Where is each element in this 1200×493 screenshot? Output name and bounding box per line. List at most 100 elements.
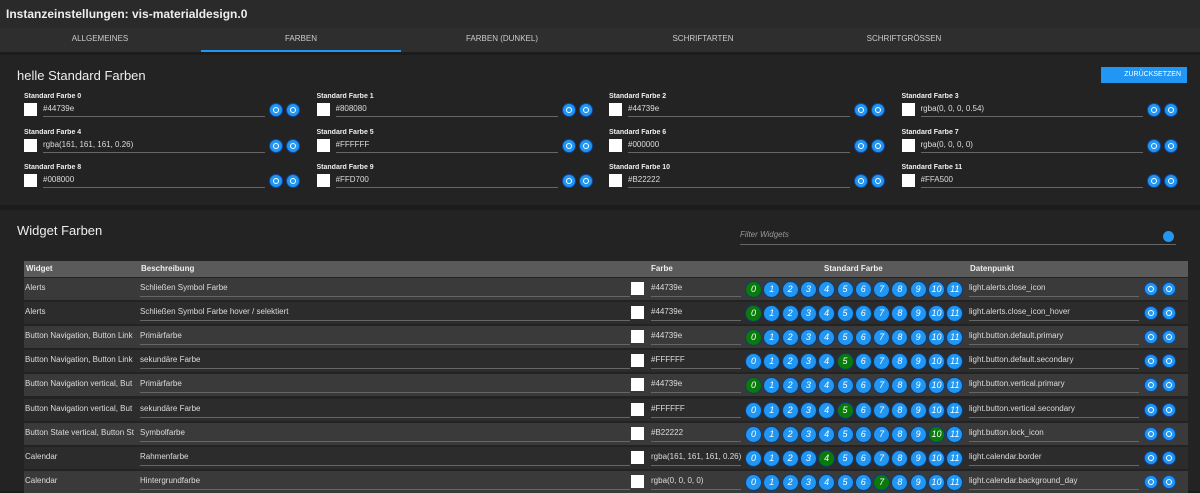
info-icon-button[interactable] bbox=[1162, 282, 1176, 296]
color-cell[interactable]: #FFFFFF bbox=[651, 404, 741, 418]
reset-button[interactable]: ZURÜCKSETZEN bbox=[1101, 67, 1187, 83]
standard-color-button[interactable]: 11 bbox=[946, 305, 964, 323]
standard-color-button[interactable]: 2 bbox=[781, 281, 799, 298]
info-icon-button[interactable] bbox=[1163, 138, 1178, 153]
color-value[interactable]: #008000 bbox=[43, 173, 265, 188]
standard-color-button[interactable]: 4 bbox=[818, 401, 836, 419]
standard-color-button[interactable]: 5 bbox=[836, 425, 854, 443]
standard-color-button[interactable]: 9 bbox=[909, 305, 927, 323]
color-swatch[interactable] bbox=[631, 282, 644, 295]
color-cell[interactable]: rgba(0, 0, 0, 0) bbox=[651, 476, 741, 490]
tab[interactable]: SCHRIFTARTEN bbox=[672, 34, 734, 43]
tab[interactable]: FARBEN bbox=[201, 28, 401, 52]
standard-color-button[interactable]: 11 bbox=[946, 449, 964, 467]
material-icon-button[interactable] bbox=[269, 138, 283, 153]
color-swatch[interactable] bbox=[901, 138, 915, 152]
color-swatch[interactable] bbox=[316, 103, 330, 116]
standard-color-button[interactable]: 3 bbox=[799, 329, 817, 347]
standard-color-button[interactable]: 7 bbox=[873, 449, 891, 467]
color-value[interactable]: #FFFFFF bbox=[335, 138, 558, 153]
info-icon-button[interactable] bbox=[578, 103, 593, 117]
info-icon-button[interactable] bbox=[286, 103, 300, 117]
material-icon-button[interactable] bbox=[854, 103, 868, 117]
standard-color-button[interactable]: 0 bbox=[745, 401, 762, 419]
standard-color-button[interactable]: 9 bbox=[909, 473, 927, 491]
info-icon-button[interactable] bbox=[1162, 402, 1176, 417]
standard-color-button[interactable]: 4 bbox=[818, 377, 836, 395]
standard-color-button[interactable]: 7 bbox=[873, 473, 891, 491]
standard-color-button[interactable]: 8 bbox=[891, 473, 909, 491]
info-icon-button[interactable] bbox=[1162, 354, 1176, 369]
color-cell[interactable]: #44739e bbox=[651, 379, 741, 394]
standard-color-button[interactable]: 9 bbox=[909, 401, 927, 419]
material-icon-button[interactable] bbox=[1144, 282, 1158, 296]
standard-color-button[interactable]: 0 bbox=[745, 305, 762, 323]
standard-color-button[interactable]: 11 bbox=[946, 377, 964, 395]
color-swatch[interactable] bbox=[316, 138, 330, 152]
standard-color-button[interactable]: 3 bbox=[799, 377, 817, 395]
info-icon-button[interactable] bbox=[578, 174, 593, 188]
standard-color-button[interactable]: 3 bbox=[799, 449, 817, 467]
standard-color-button[interactable]: 10 bbox=[928, 473, 945, 491]
standard-color-button[interactable]: 1 bbox=[763, 305, 781, 323]
standard-color-button[interactable]: 9 bbox=[909, 281, 927, 298]
standard-color-button[interactable]: 8 bbox=[891, 329, 909, 347]
standard-color-button[interactable]: 5 bbox=[836, 449, 854, 467]
standard-color-button[interactable]: 3 bbox=[799, 473, 817, 491]
standard-color-button[interactable]: 6 bbox=[854, 329, 872, 347]
color-value[interactable]: rgba(0, 0, 0, 0.54) bbox=[920, 102, 1143, 117]
standard-color-button[interactable]: 2 bbox=[781, 353, 799, 371]
standard-color-button[interactable]: 1 bbox=[763, 473, 781, 491]
color-cell[interactable]: #44739e bbox=[651, 331, 741, 346]
standard-color-button[interactable]: 9 bbox=[909, 425, 927, 443]
standard-color-button[interactable]: 10 bbox=[928, 425, 945, 443]
standard-color-button[interactable]: 10 bbox=[928, 353, 945, 371]
standard-color-button[interactable]: 2 bbox=[781, 473, 799, 491]
info-icon-button[interactable] bbox=[1162, 474, 1176, 489]
standard-color-button[interactable]: 4 bbox=[818, 449, 836, 467]
standard-color-button[interactable]: 11 bbox=[946, 401, 964, 419]
standard-color-button[interactable]: 8 bbox=[891, 281, 909, 298]
standard-color-button[interactable]: 5 bbox=[836, 377, 854, 395]
standard-color-button[interactable]: 0 bbox=[745, 377, 762, 395]
color-swatch[interactable] bbox=[631, 306, 644, 320]
color-swatch[interactable] bbox=[901, 174, 915, 187]
color-swatch[interactable] bbox=[901, 103, 915, 116]
material-icon-button[interactable] bbox=[1144, 402, 1158, 417]
info-icon-button[interactable] bbox=[1162, 330, 1176, 345]
standard-color-button[interactable]: 9 bbox=[909, 449, 927, 467]
standard-color-button[interactable]: 7 bbox=[873, 425, 891, 443]
standard-color-button[interactable]: 7 bbox=[873, 305, 891, 323]
standard-color-button[interactable]: 4 bbox=[818, 329, 836, 347]
standard-color-button[interactable]: 7 bbox=[873, 281, 891, 298]
color-swatch[interactable] bbox=[24, 103, 37, 116]
standard-color-button[interactable]: 6 bbox=[854, 473, 872, 491]
tab[interactable]: SCHRIFTGRÖSSEN bbox=[866, 34, 942, 43]
standard-color-button[interactable]: 5 bbox=[836, 281, 854, 298]
standard-color-button[interactable]: 9 bbox=[909, 353, 927, 371]
standard-color-button[interactable]: 7 bbox=[873, 401, 891, 419]
standard-color-button[interactable]: 11 bbox=[946, 353, 964, 371]
info-icon-button[interactable] bbox=[1162, 378, 1176, 393]
standard-color-button[interactable]: 1 bbox=[763, 281, 781, 298]
standard-color-button[interactable]: 0 bbox=[745, 449, 762, 467]
standard-color-button[interactable]: 8 bbox=[891, 401, 909, 419]
color-swatch[interactable] bbox=[631, 330, 644, 344]
standard-color-button[interactable]: 4 bbox=[818, 425, 836, 443]
standard-color-button[interactable]: 1 bbox=[763, 353, 781, 371]
color-value[interactable]: #B22222 bbox=[628, 173, 850, 188]
info-icon-button[interactable] bbox=[871, 138, 885, 153]
standard-color-button[interactable]: 0 bbox=[745, 281, 762, 298]
standard-color-button[interactable]: 5 bbox=[836, 353, 854, 371]
standard-color-button[interactable]: 8 bbox=[891, 377, 909, 395]
standard-color-button[interactable]: 11 bbox=[946, 473, 964, 491]
color-value[interactable]: #000000 bbox=[628, 138, 850, 153]
standard-color-button[interactable]: 4 bbox=[818, 305, 836, 323]
color-swatch[interactable] bbox=[631, 474, 644, 488]
standard-color-button[interactable]: 3 bbox=[799, 305, 817, 323]
standard-color-button[interactable]: 6 bbox=[854, 401, 872, 419]
standard-color-button[interactable]: 6 bbox=[854, 305, 872, 323]
color-swatch[interactable] bbox=[631, 450, 644, 464]
standard-color-button[interactable]: 2 bbox=[781, 305, 799, 323]
standard-color-button[interactable]: 4 bbox=[818, 281, 836, 298]
